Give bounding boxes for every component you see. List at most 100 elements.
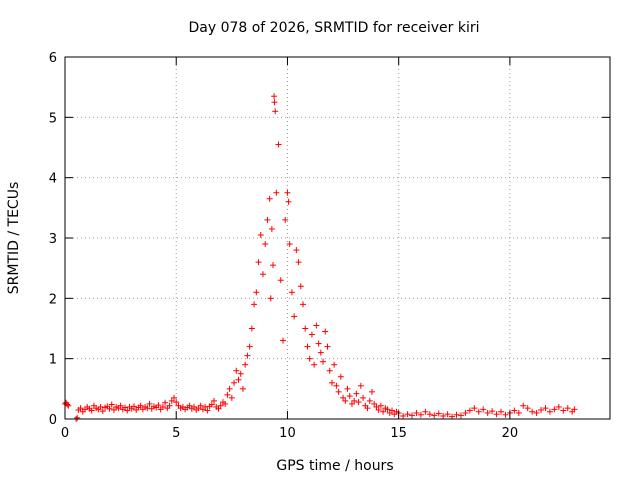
data-point	[346, 393, 353, 400]
y-tick-label: 6	[49, 51, 57, 66]
data-point	[389, 407, 395, 414]
data-point	[280, 337, 286, 344]
data-point	[384, 406, 391, 413]
data-point	[364, 405, 371, 412]
data-point	[275, 141, 282, 148]
data-point	[331, 361, 338, 368]
data-point	[248, 325, 255, 332]
data-point	[137, 402, 144, 409]
data-point	[520, 402, 527, 409]
data-point	[524, 405, 531, 412]
data-point	[302, 325, 309, 332]
data-point	[226, 385, 233, 392]
data-point	[342, 397, 349, 404]
y-axis-label: SRMTID / TECUs	[6, 182, 22, 295]
data-point	[322, 328, 329, 335]
data-point	[295, 259, 302, 266]
data-point	[328, 379, 335, 386]
data-point	[106, 405, 113, 412]
data-point	[440, 412, 447, 419]
data-point	[533, 409, 540, 416]
data-point	[77, 405, 84, 412]
data-point	[272, 108, 279, 115]
data-point	[271, 93, 278, 100]
data-point	[262, 241, 269, 248]
data-point	[235, 376, 242, 383]
data-point	[351, 397, 358, 404]
data-point	[282, 216, 289, 223]
chart-title: Day 078 of 2026, SRMTID for receiver kir…	[188, 20, 479, 36]
data-point	[297, 283, 304, 290]
data-point	[480, 406, 487, 413]
data-point	[333, 382, 340, 389]
data-point	[515, 409, 522, 416]
data-point	[253, 289, 260, 296]
x-tick-label: 15	[390, 426, 407, 441]
data-point	[360, 394, 367, 401]
data-point	[529, 408, 536, 415]
data-point	[375, 406, 382, 413]
data-point	[293, 247, 300, 254]
data-point	[555, 403, 562, 410]
data-point	[435, 410, 442, 417]
data-point	[300, 301, 307, 308]
data-point	[551, 406, 558, 413]
data-point	[191, 403, 198, 410]
x-tick-label: 5	[172, 426, 180, 441]
data-point	[159, 403, 166, 410]
y-tick-label: 1	[49, 353, 57, 368]
data-point	[202, 403, 209, 410]
data-point	[242, 361, 249, 368]
data-point	[244, 352, 251, 359]
data-point	[542, 405, 549, 412]
data-point	[277, 277, 284, 284]
data-point	[373, 403, 380, 410]
data-point	[489, 408, 496, 415]
data-point	[291, 313, 298, 320]
data-point	[74, 414, 81, 421]
data-point	[162, 399, 169, 406]
data-point	[222, 400, 229, 407]
data-point	[166, 402, 173, 409]
data-point	[186, 402, 193, 409]
data-point	[538, 406, 545, 413]
data-point	[380, 408, 387, 415]
data-point	[471, 405, 478, 412]
data-point	[208, 401, 215, 408]
data-point	[97, 403, 104, 410]
data-point	[571, 406, 578, 413]
data-point	[108, 401, 115, 408]
data-point	[204, 407, 211, 414]
data-point	[228, 394, 235, 401]
data-point	[269, 262, 276, 269]
y-tick-label: 4	[49, 172, 57, 187]
data-point	[457, 412, 464, 419]
data-point	[65, 402, 72, 409]
data-point	[155, 402, 162, 409]
data-point	[264, 216, 271, 223]
data-point	[444, 411, 451, 418]
data-point	[409, 412, 416, 419]
data-point	[357, 382, 364, 389]
data-point	[498, 408, 504, 415]
data-point	[377, 402, 384, 409]
data-point	[371, 400, 378, 407]
data-point	[257, 231, 264, 238]
data-point	[99, 408, 106, 415]
data-point	[224, 391, 231, 398]
data-point	[288, 289, 295, 296]
data-point	[308, 331, 315, 338]
data-point	[251, 301, 258, 308]
data-point	[259, 271, 266, 278]
data-point	[317, 349, 324, 356]
axis-ticks: 0 5 10 15 20 0 1 2 3 4 5 6	[49, 51, 610, 441]
data-point	[130, 403, 137, 410]
data-point	[197, 402, 204, 409]
data-point	[217, 402, 224, 409]
data-point	[466, 407, 473, 414]
data-point	[304, 343, 311, 350]
data-point	[311, 361, 318, 368]
data-point	[266, 195, 273, 202]
data-point	[255, 259, 262, 266]
